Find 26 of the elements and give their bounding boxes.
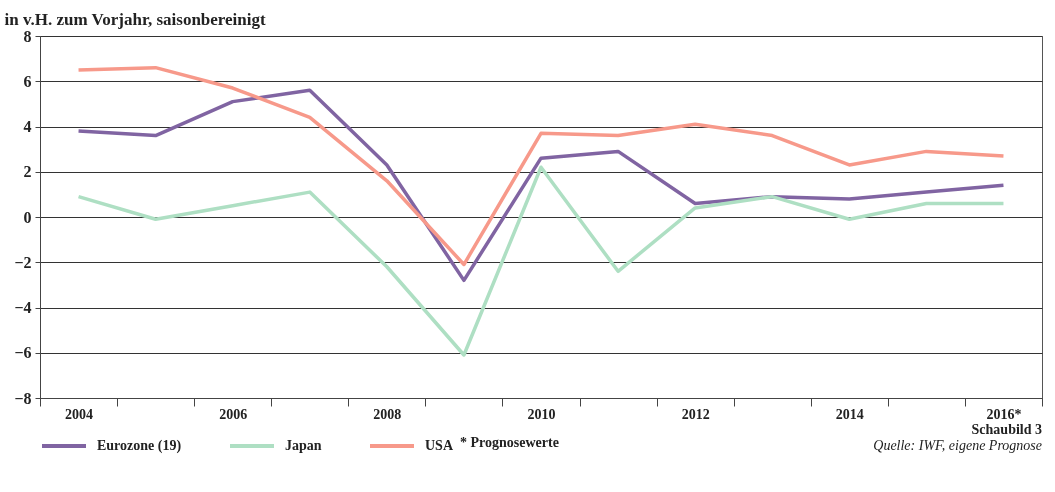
text: Schaubild 3 bbox=[971, 422, 1042, 437]
x-tick-label: 2012 bbox=[681, 406, 710, 422]
x-tick-label: 2010 bbox=[527, 406, 556, 422]
y-tick-label: −6 bbox=[14, 344, 32, 362]
line-series bbox=[76, 88, 1006, 283]
line-series bbox=[76, 165, 1006, 357]
y-tick-label: −4 bbox=[14, 299, 32, 316]
y-tick-label: −8 bbox=[14, 389, 32, 407]
y-tick-label: 0 bbox=[23, 208, 32, 226]
line-series bbox=[76, 65, 1006, 267]
legend-label: USA bbox=[425, 438, 454, 453]
legend-label: Japan bbox=[285, 438, 322, 453]
y-tick-label: −2 bbox=[14, 253, 32, 271]
y-axis-title: in v.H. zum Vorjahr, saisonbereinigt bbox=[4, 9, 267, 29]
y-tick-label: 2 bbox=[23, 163, 32, 181]
x-tick-label: 2016* bbox=[986, 406, 1022, 422]
x-tick-label: 2014 bbox=[835, 406, 864, 422]
source-note: Quelle: IWF, eigene Prognose bbox=[873, 438, 1042, 453]
x-tick-label: 2004 bbox=[65, 406, 94, 422]
x-tick-label: 2006 bbox=[219, 406, 248, 422]
legend-label: Eurozone (19) bbox=[97, 438, 182, 454]
y-tick-label: 4 bbox=[23, 118, 32, 135]
x-tick-label: 2008 bbox=[373, 406, 402, 422]
text: * Prognosewerte bbox=[460, 435, 559, 450]
y-tick-label: 8 bbox=[23, 27, 32, 45]
y-tick-label: 6 bbox=[23, 72, 32, 90]
